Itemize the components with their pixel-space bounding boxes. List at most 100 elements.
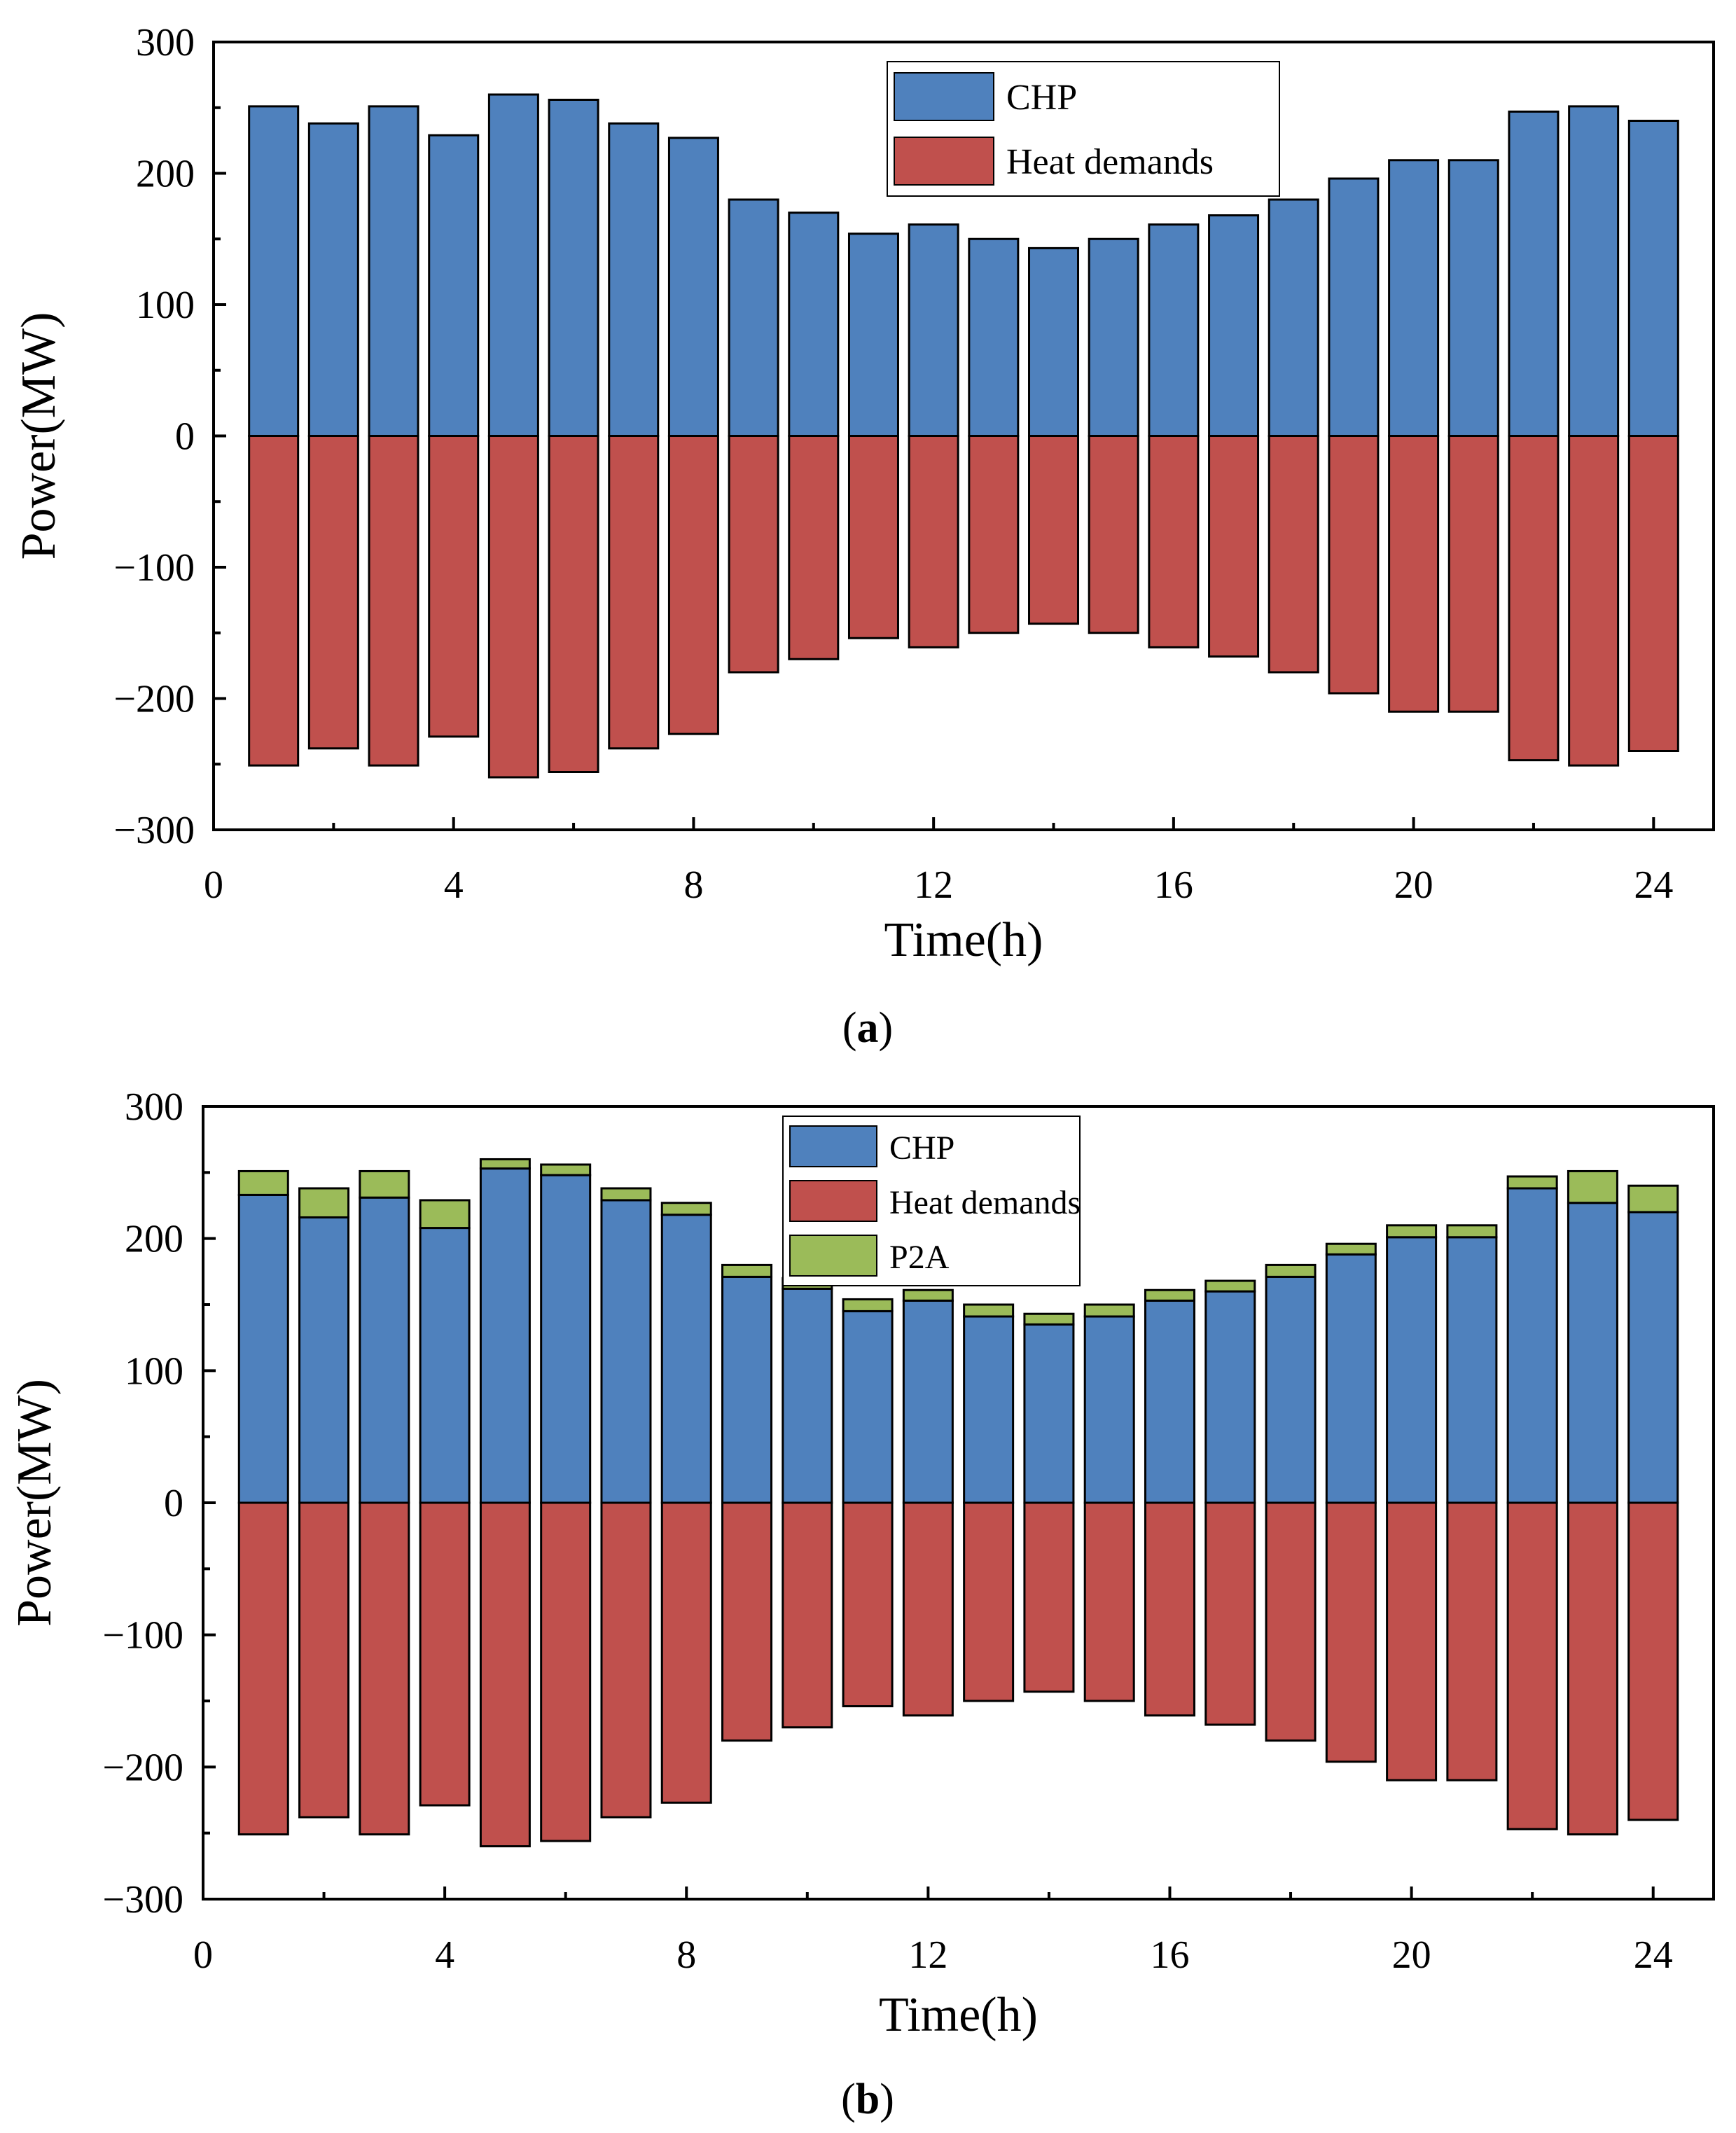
legend-swatch [894, 137, 994, 186]
bar-heat-demands [1506, 1501, 1558, 1830]
bar-heat-demands [1446, 1501, 1498, 1781]
bar-chp [721, 1275, 773, 1504]
caption-paren: ( [841, 2076, 856, 2123]
bar-heat-demands [1204, 1501, 1256, 1726]
y-tick-label: 100 [136, 284, 195, 327]
bar-heat-demands [1386, 1501, 1438, 1781]
bar-chp [728, 198, 779, 437]
bar-chp [1388, 159, 1440, 437]
bar-chp [237, 1193, 289, 1504]
y-tick-label: 200 [136, 153, 195, 196]
bar-heat-demands [419, 1501, 471, 1807]
bar-p2a [902, 1288, 954, 1302]
bar-heat-demands [847, 435, 899, 639]
bar-p2a [1386, 1224, 1438, 1239]
bar-chp [1567, 1202, 1618, 1504]
bar-heat-demands [667, 435, 719, 735]
bar-heat-demands [842, 1501, 894, 1708]
bar-p2a [1083, 1303, 1135, 1318]
bar-chp [908, 223, 959, 437]
bar-chp [963, 1315, 1015, 1504]
bar-chp [782, 1287, 833, 1504]
x-tick-label: 24 [1634, 863, 1673, 907]
bar-p2a [721, 1263, 773, 1278]
bar-p2a [1325, 1242, 1377, 1256]
bar-chp [479, 1167, 531, 1504]
legend-label: Heat demands [1006, 142, 1214, 182]
bar-chp [1325, 1253, 1377, 1504]
bar-heat-demands [721, 1501, 773, 1742]
caption-paren: ) [879, 1004, 894, 1052]
legend-swatch [789, 1235, 877, 1277]
bar-p2a [419, 1199, 471, 1230]
bar-chp [248, 105, 300, 437]
legend-label: CHP [889, 1130, 954, 1167]
bar-heat-demands [1144, 1501, 1195, 1717]
bar-chp [1028, 246, 1080, 437]
legend-label: Heat demands [889, 1184, 1081, 1221]
y-tick-label: 300 [125, 1085, 183, 1129]
bar-heat-demands [1568, 435, 1620, 767]
bar-heat-demands [307, 435, 359, 750]
y-tick-label: −300 [102, 1878, 183, 1922]
bar-heat-demands [728, 435, 779, 674]
y-axis-title: Power(MW) [8, 1379, 62, 1627]
bar-heat-demands [1567, 1501, 1618, 1836]
x-tick-label: 4 [444, 863, 464, 907]
x-tick-label: 8 [676, 1933, 696, 1977]
bar-chp [1386, 1236, 1438, 1504]
x-tick-label: 20 [1392, 1933, 1431, 1977]
bar-heat-demands [608, 435, 660, 750]
bar-heat-demands [1325, 1501, 1377, 1763]
bar-heat-demands [1268, 435, 1319, 674]
bar-chp [667, 137, 719, 437]
bar-heat-demands [902, 1501, 954, 1717]
bar-p2a [1023, 1312, 1075, 1326]
x-tick-label: 0 [204, 863, 223, 907]
bar-heat-demands [368, 435, 419, 767]
bar-heat-demands [298, 1501, 350, 1819]
bar-chp [548, 99, 599, 437]
x-tick-label: 16 [1154, 863, 1193, 907]
caption-label: a [857, 1004, 879, 1052]
bar-p2a [1446, 1224, 1498, 1239]
bar-chp [1088, 237, 1139, 437]
bar-heat-demands [660, 1501, 712, 1804]
bar-chp [1627, 1211, 1679, 1504]
bar-heat-demands [540, 1501, 592, 1842]
legend-swatch [894, 72, 994, 121]
bar-p2a [1506, 1175, 1558, 1190]
bar-chp [847, 232, 899, 437]
bar-heat-demands [428, 435, 480, 738]
y-tick-label: −100 [113, 546, 195, 590]
bar-chp [660, 1214, 712, 1504]
bar-chp [1023, 1323, 1075, 1504]
bar-chp [608, 122, 660, 437]
bar-chp [1268, 198, 1319, 437]
bar-heat-demands [1088, 435, 1139, 634]
caption-paren: ) [880, 2076, 894, 2123]
bar-p2a [298, 1187, 350, 1218]
bar-chp [902, 1299, 954, 1504]
bar-p2a [842, 1298, 894, 1312]
bar-heat-demands [908, 435, 959, 648]
x-axis-title: Time(h) [884, 913, 1043, 967]
bar-chp [600, 1199, 652, 1504]
bar-chp [1506, 1187, 1558, 1504]
bar-heat-demands [1508, 435, 1560, 762]
bar-p2a [479, 1158, 531, 1170]
x-tick-label: 12 [914, 863, 953, 907]
bar-p2a [237, 1169, 289, 1196]
bar-chp [419, 1227, 471, 1504]
x-tick-label: 4 [435, 1933, 454, 1977]
y-tick-label: 300 [136, 21, 195, 64]
bar-chp [307, 122, 359, 437]
bar-heat-demands [1388, 435, 1440, 713]
bar-heat-demands [1028, 435, 1080, 625]
y-tick-label: 200 [125, 1218, 183, 1261]
bar-heat-demands [1627, 1501, 1679, 1821]
y-tick-label: −100 [102, 1614, 183, 1658]
bar-heat-demands [1447, 435, 1499, 713]
y-axis-title: Power(MW) [12, 312, 66, 560]
